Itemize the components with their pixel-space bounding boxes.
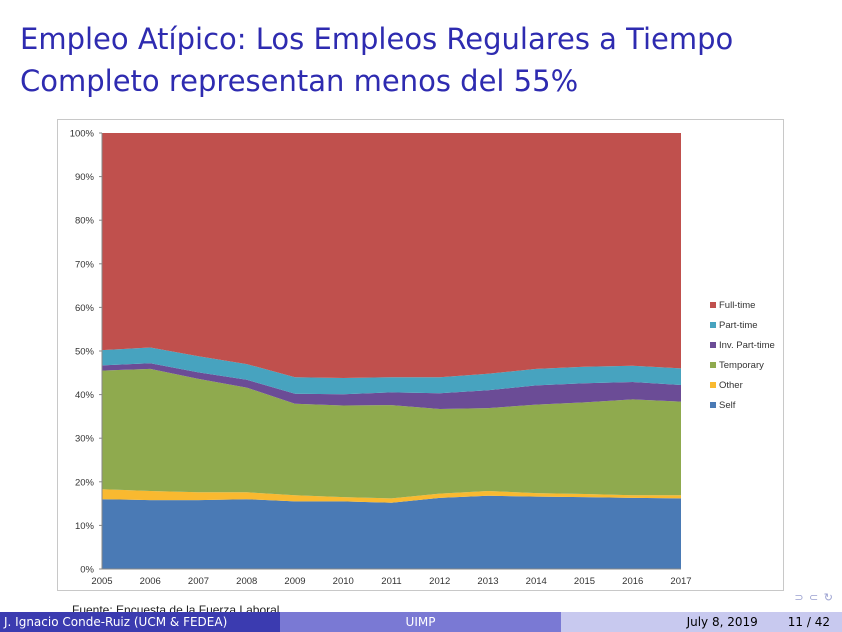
y-tick-label: 0%: [80, 565, 94, 576]
x-tick-label: 2006: [140, 576, 161, 587]
area-layer: [102, 133, 681, 569]
footer-bar: J. Ignacio Conde-Ruiz (UCM & FEDEA) UIMP…: [0, 612, 842, 632]
legend-label: Full-time: [719, 300, 755, 311]
x-tick-label: 2016: [622, 576, 643, 587]
x-tick-label: 2009: [284, 576, 305, 587]
y-tick-label: 80%: [75, 216, 95, 227]
y-tick-label: 30%: [75, 434, 95, 445]
y-tick-label: 50%: [75, 347, 95, 358]
page-number: 11 / 42: [787, 615, 830, 629]
axis-layer: 0% 10% 20% 30% 40% 50% 60% 70% 80% 90% 100% 2005 200…: [70, 129, 692, 588]
legend: Full-time Part-time Inv. Part-time Temporar…: [710, 300, 775, 411]
legend-swatch: [710, 342, 716, 348]
stacked-area-chart: 0% 10% 20% 30% 40% 50% 60% 70% 80% 90% 100% 2005 200…: [57, 119, 784, 591]
y-tick-label: 60%: [75, 303, 95, 314]
x-tick-label: 2012: [429, 576, 450, 587]
legend-swatch: [710, 362, 716, 368]
legend-swatch: [710, 302, 716, 308]
x-tick-label: 2015: [574, 576, 595, 587]
legend-label: Inv. Part-time: [719, 340, 775, 351]
area-part-time: [102, 347, 681, 395]
y-tick-label: 20%: [75, 477, 95, 488]
y-tick-label: 70%: [75, 259, 95, 270]
footer-right: July 8, 2019 11 / 42: [561, 612, 842, 632]
title-line-1: Empleo Atípico: Los Empleos Regulares a …: [20, 22, 734, 56]
legend-swatch: [710, 322, 716, 328]
x-tick-label: 2007: [188, 576, 209, 587]
legend-swatch: [710, 402, 716, 408]
area-temporary: [102, 368, 681, 499]
x-tick-label: 2005: [91, 576, 112, 587]
legend-label: Other: [719, 380, 743, 391]
legend-label: Part-time: [719, 320, 758, 331]
x-tick-label: 2014: [526, 576, 547, 587]
x-tick-label: 2010: [333, 576, 354, 587]
slide-title: Empleo Atípico: Los Empleos Regulares a …: [20, 18, 820, 102]
footer-author: J. Ignacio Conde-Ruiz (UCM & FEDEA): [0, 612, 280, 632]
y-tick-label: 100%: [70, 129, 95, 140]
legend-label: Self: [719, 400, 736, 411]
x-tick-label: 2008: [236, 576, 257, 587]
area-inv-part-time: [102, 363, 681, 409]
y-tick-label: 90%: [75, 172, 95, 183]
x-tick-label: 2011: [381, 576, 401, 587]
x-tick-label: 2017: [670, 576, 691, 587]
legend-swatch: [710, 382, 716, 388]
area-other: [102, 489, 681, 503]
y-tick-label: 10%: [75, 521, 95, 532]
beamer-nav-icon[interactable]: ⊃ ⊂ ↻: [794, 591, 834, 604]
x-tick-label: 2013: [477, 576, 498, 587]
y-tick-label: 40%: [75, 390, 95, 401]
legend-label: Temporary: [719, 360, 764, 371]
title-line-2: Completo representan menos del 55%: [20, 64, 579, 98]
footer-institution: UIMP: [280, 612, 561, 632]
area-self: [102, 495, 681, 569]
footer-date: July 8, 2019: [686, 615, 758, 629]
chart-canvas: 0% 10% 20% 30% 40% 50% 60% 70% 80% 90% 100% 2005 200…: [70, 129, 775, 588]
area-full-time: [102, 133, 681, 378]
